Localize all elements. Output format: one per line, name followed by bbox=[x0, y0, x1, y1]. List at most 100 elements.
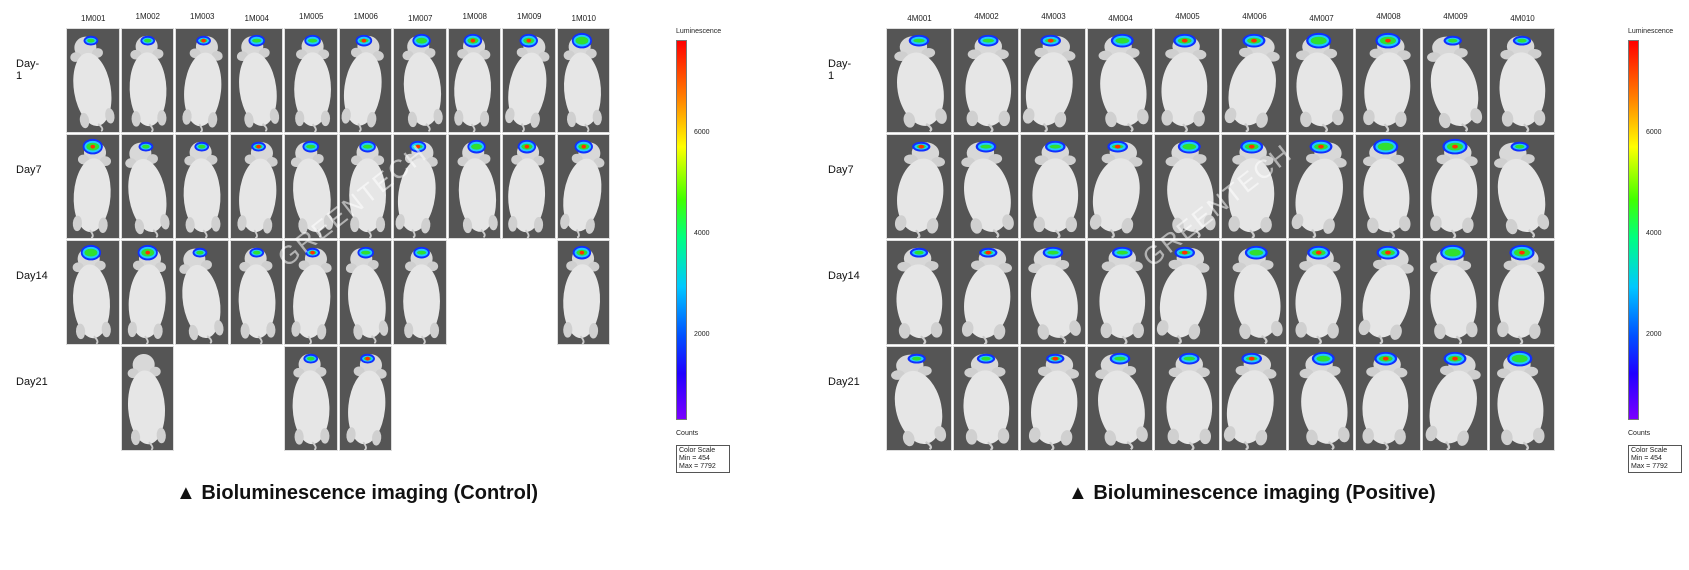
mouse-image bbox=[339, 135, 391, 238]
mouse-image bbox=[121, 135, 173, 238]
mouse-image bbox=[1088, 29, 1152, 132]
mouse-cell bbox=[66, 134, 120, 239]
column-label: 4M004 bbox=[1108, 14, 1133, 23]
mouse-cell bbox=[1288, 346, 1354, 451]
mouse-image bbox=[1490, 347, 1554, 450]
mouse-image bbox=[285, 135, 337, 238]
mouse-image bbox=[1088, 135, 1152, 238]
row-label: Day14 bbox=[828, 270, 860, 282]
mouse-cell bbox=[1087, 240, 1153, 345]
mouse-cell bbox=[1087, 28, 1153, 133]
mouse-cell bbox=[1221, 28, 1287, 133]
mouse-cell bbox=[284, 134, 338, 239]
mouse-cell bbox=[886, 346, 952, 451]
mouse-cell bbox=[1087, 134, 1153, 239]
mouse-image bbox=[448, 135, 500, 238]
mouse-image bbox=[1088, 347, 1152, 450]
mouse-cell bbox=[1154, 240, 1220, 345]
mouse-cell bbox=[1221, 346, 1287, 451]
mouse-image bbox=[1356, 135, 1420, 238]
color-scale-box: Color Scale Min = 454 Max = 7792 bbox=[676, 445, 730, 473]
scale-title: Luminescence bbox=[1628, 28, 1674, 35]
mouse-cell bbox=[1154, 346, 1220, 451]
scale-counts-label: Counts bbox=[676, 430, 699, 437]
mouse-cell bbox=[120, 28, 174, 133]
column-label: 4M001 bbox=[907, 14, 932, 23]
mouse-image bbox=[1490, 29, 1554, 132]
mouse-cell bbox=[284, 240, 338, 345]
mouse-image bbox=[230, 241, 282, 344]
mouse-cell bbox=[175, 134, 229, 239]
mouse-cell bbox=[229, 134, 283, 239]
mouse-cell bbox=[1221, 240, 1287, 345]
mouse-image bbox=[1356, 29, 1420, 132]
mouse-image bbox=[954, 135, 1018, 238]
mouse-image bbox=[394, 135, 446, 238]
mouse-image bbox=[1423, 135, 1487, 238]
color-scale-bar bbox=[1628, 40, 1639, 420]
mouse-cell bbox=[1489, 346, 1555, 451]
mouse-cell bbox=[229, 28, 283, 133]
mouse-cell bbox=[556, 28, 610, 133]
mouse-image bbox=[285, 241, 337, 344]
mouse-image bbox=[954, 29, 1018, 132]
row-label: Day21 bbox=[16, 376, 48, 388]
mouse-cell bbox=[1154, 134, 1220, 239]
mouse-image bbox=[954, 241, 1018, 344]
mouse-cell bbox=[1221, 134, 1287, 239]
column-label: 1M005 bbox=[299, 12, 324, 21]
column-label: 4M009 bbox=[1443, 12, 1468, 21]
mouse-cell bbox=[120, 240, 174, 345]
mouse-cell bbox=[447, 28, 501, 133]
mouse-image bbox=[1021, 347, 1085, 450]
mouse-image bbox=[121, 29, 173, 132]
column-label: 4M010 bbox=[1510, 14, 1535, 23]
column-label: 1M003 bbox=[190, 12, 215, 21]
mouse-cell bbox=[338, 28, 392, 133]
mouse-cell bbox=[1288, 28, 1354, 133]
caption-positive: ▲ Bioluminescence imaging (Positive) bbox=[1068, 482, 1436, 504]
row-label: Day14 bbox=[16, 270, 48, 282]
mouse-image bbox=[1155, 241, 1219, 344]
mouse-cell bbox=[1020, 346, 1086, 451]
mouse-image bbox=[285, 347, 337, 450]
mouse-cell bbox=[175, 28, 229, 133]
color-scale-bar bbox=[676, 40, 687, 420]
row-label: Day-1 bbox=[828, 58, 852, 82]
mouse-image bbox=[1423, 347, 1487, 450]
column-label: 1M009 bbox=[517, 12, 542, 21]
mouse-image bbox=[67, 29, 119, 132]
color-scale-line: Max = 7792 bbox=[1631, 463, 1668, 470]
mouse-cell bbox=[1489, 240, 1555, 345]
color-scale-box: Color Scale Min = 454 Max = 7792 bbox=[1628, 445, 1682, 473]
mouse-cell bbox=[1422, 240, 1488, 345]
mouse-cell bbox=[1422, 134, 1488, 239]
color-scale-line: Color Scale bbox=[679, 447, 716, 454]
mouse-cell bbox=[175, 240, 229, 345]
mouse-cell bbox=[1422, 346, 1488, 451]
caption-control: ▲ Bioluminescence imaging (Control) bbox=[176, 482, 539, 504]
mouse-image bbox=[557, 29, 609, 132]
mouse-image bbox=[1356, 347, 1420, 450]
mouse-cell bbox=[1355, 134, 1421, 239]
color-scale-line: Max = 7792 bbox=[679, 463, 716, 470]
mouse-cell bbox=[66, 28, 120, 133]
mouse-image bbox=[121, 241, 173, 344]
mouse-cell bbox=[1489, 134, 1555, 239]
column-label: 4M007 bbox=[1309, 14, 1334, 23]
mouse-cell bbox=[556, 240, 610, 345]
mouse-cell bbox=[120, 346, 174, 451]
scale-tick: 2000 bbox=[1646, 331, 1662, 338]
column-label: 1M004 bbox=[244, 14, 269, 23]
mouse-cell bbox=[1020, 134, 1086, 239]
row-label: Day21 bbox=[828, 376, 860, 388]
mouse-cell bbox=[953, 28, 1019, 133]
row-label: Day-1 bbox=[16, 58, 40, 82]
column-label: 1M006 bbox=[353, 12, 378, 21]
mouse-image bbox=[67, 241, 119, 344]
mouse-image bbox=[1088, 241, 1152, 344]
mouse-cell bbox=[284, 346, 338, 451]
mouse-cell bbox=[338, 346, 392, 451]
mouse-image bbox=[954, 347, 1018, 450]
mouse-cell bbox=[229, 240, 283, 345]
